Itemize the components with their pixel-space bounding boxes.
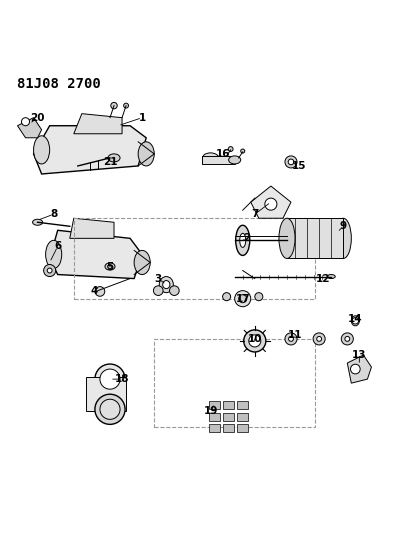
Ellipse shape bbox=[95, 394, 125, 424]
Circle shape bbox=[228, 147, 233, 151]
Bar bbox=[154, 339, 315, 427]
Bar bbox=[209, 413, 220, 421]
Bar bbox=[74, 218, 315, 298]
Bar bbox=[209, 424, 220, 432]
Ellipse shape bbox=[244, 330, 266, 352]
Text: 11: 11 bbox=[288, 330, 302, 340]
Polygon shape bbox=[74, 114, 122, 134]
Circle shape bbox=[352, 318, 358, 324]
Ellipse shape bbox=[108, 154, 120, 162]
Ellipse shape bbox=[317, 336, 322, 341]
Text: 15: 15 bbox=[292, 161, 306, 171]
Circle shape bbox=[111, 102, 117, 109]
Bar bbox=[224, 413, 234, 421]
Text: 16: 16 bbox=[215, 149, 230, 159]
Ellipse shape bbox=[34, 136, 50, 164]
Text: 10: 10 bbox=[247, 334, 262, 344]
Bar bbox=[237, 424, 248, 432]
Circle shape bbox=[350, 364, 360, 374]
Circle shape bbox=[223, 293, 231, 301]
Text: 7: 7 bbox=[251, 209, 258, 219]
Bar bbox=[287, 218, 343, 259]
Ellipse shape bbox=[240, 233, 246, 247]
Polygon shape bbox=[251, 186, 291, 218]
Ellipse shape bbox=[327, 274, 335, 279]
Circle shape bbox=[95, 287, 105, 296]
Text: 4: 4 bbox=[90, 286, 98, 296]
Text: 9: 9 bbox=[340, 221, 347, 231]
Circle shape bbox=[124, 103, 128, 108]
Circle shape bbox=[21, 118, 30, 126]
Ellipse shape bbox=[159, 277, 173, 293]
Bar bbox=[224, 424, 234, 432]
Ellipse shape bbox=[351, 316, 359, 326]
Polygon shape bbox=[70, 218, 114, 238]
Ellipse shape bbox=[279, 218, 295, 259]
Text: 14: 14 bbox=[348, 314, 362, 324]
Text: 20: 20 bbox=[30, 112, 45, 123]
Bar bbox=[224, 401, 234, 409]
Ellipse shape bbox=[100, 369, 120, 389]
Ellipse shape bbox=[105, 263, 115, 270]
Ellipse shape bbox=[345, 336, 350, 341]
Bar bbox=[202, 156, 234, 164]
Circle shape bbox=[241, 149, 245, 153]
Text: 81J08 2700: 81J08 2700 bbox=[17, 77, 101, 92]
Polygon shape bbox=[17, 118, 42, 138]
Ellipse shape bbox=[46, 240, 62, 269]
Text: 13: 13 bbox=[352, 350, 367, 360]
Text: 5: 5 bbox=[107, 262, 114, 271]
Ellipse shape bbox=[229, 156, 241, 164]
Ellipse shape bbox=[95, 364, 125, 394]
Ellipse shape bbox=[234, 290, 251, 306]
Ellipse shape bbox=[313, 333, 325, 345]
Circle shape bbox=[47, 268, 52, 273]
Ellipse shape bbox=[236, 225, 250, 255]
Text: 2: 2 bbox=[243, 233, 250, 244]
Circle shape bbox=[285, 156, 297, 168]
Bar bbox=[237, 401, 248, 409]
Ellipse shape bbox=[108, 265, 113, 268]
Ellipse shape bbox=[138, 142, 154, 166]
Text: 1: 1 bbox=[139, 112, 146, 123]
Ellipse shape bbox=[239, 295, 247, 303]
Ellipse shape bbox=[202, 153, 219, 163]
Text: 12: 12 bbox=[316, 273, 330, 284]
Text: 3: 3 bbox=[155, 273, 162, 284]
Ellipse shape bbox=[289, 336, 293, 341]
Circle shape bbox=[265, 198, 277, 210]
Ellipse shape bbox=[134, 251, 150, 274]
Text: 6: 6 bbox=[54, 241, 61, 252]
Ellipse shape bbox=[163, 280, 170, 289]
Ellipse shape bbox=[100, 399, 120, 419]
Text: 19: 19 bbox=[203, 406, 218, 416]
Ellipse shape bbox=[285, 333, 297, 345]
Polygon shape bbox=[347, 355, 371, 383]
Circle shape bbox=[44, 264, 56, 277]
Ellipse shape bbox=[249, 335, 261, 347]
Text: 18: 18 bbox=[115, 374, 129, 384]
Ellipse shape bbox=[32, 219, 43, 225]
Text: 17: 17 bbox=[235, 294, 250, 304]
Polygon shape bbox=[50, 230, 142, 279]
Ellipse shape bbox=[335, 218, 351, 259]
Text: 21: 21 bbox=[103, 157, 117, 167]
Circle shape bbox=[153, 286, 163, 295]
Text: 8: 8 bbox=[50, 209, 57, 219]
Polygon shape bbox=[34, 126, 146, 174]
Bar bbox=[86, 377, 126, 411]
Circle shape bbox=[170, 286, 179, 295]
Bar bbox=[237, 413, 248, 421]
Ellipse shape bbox=[341, 333, 353, 345]
Bar bbox=[209, 401, 220, 409]
Circle shape bbox=[288, 159, 294, 165]
Circle shape bbox=[255, 293, 263, 301]
